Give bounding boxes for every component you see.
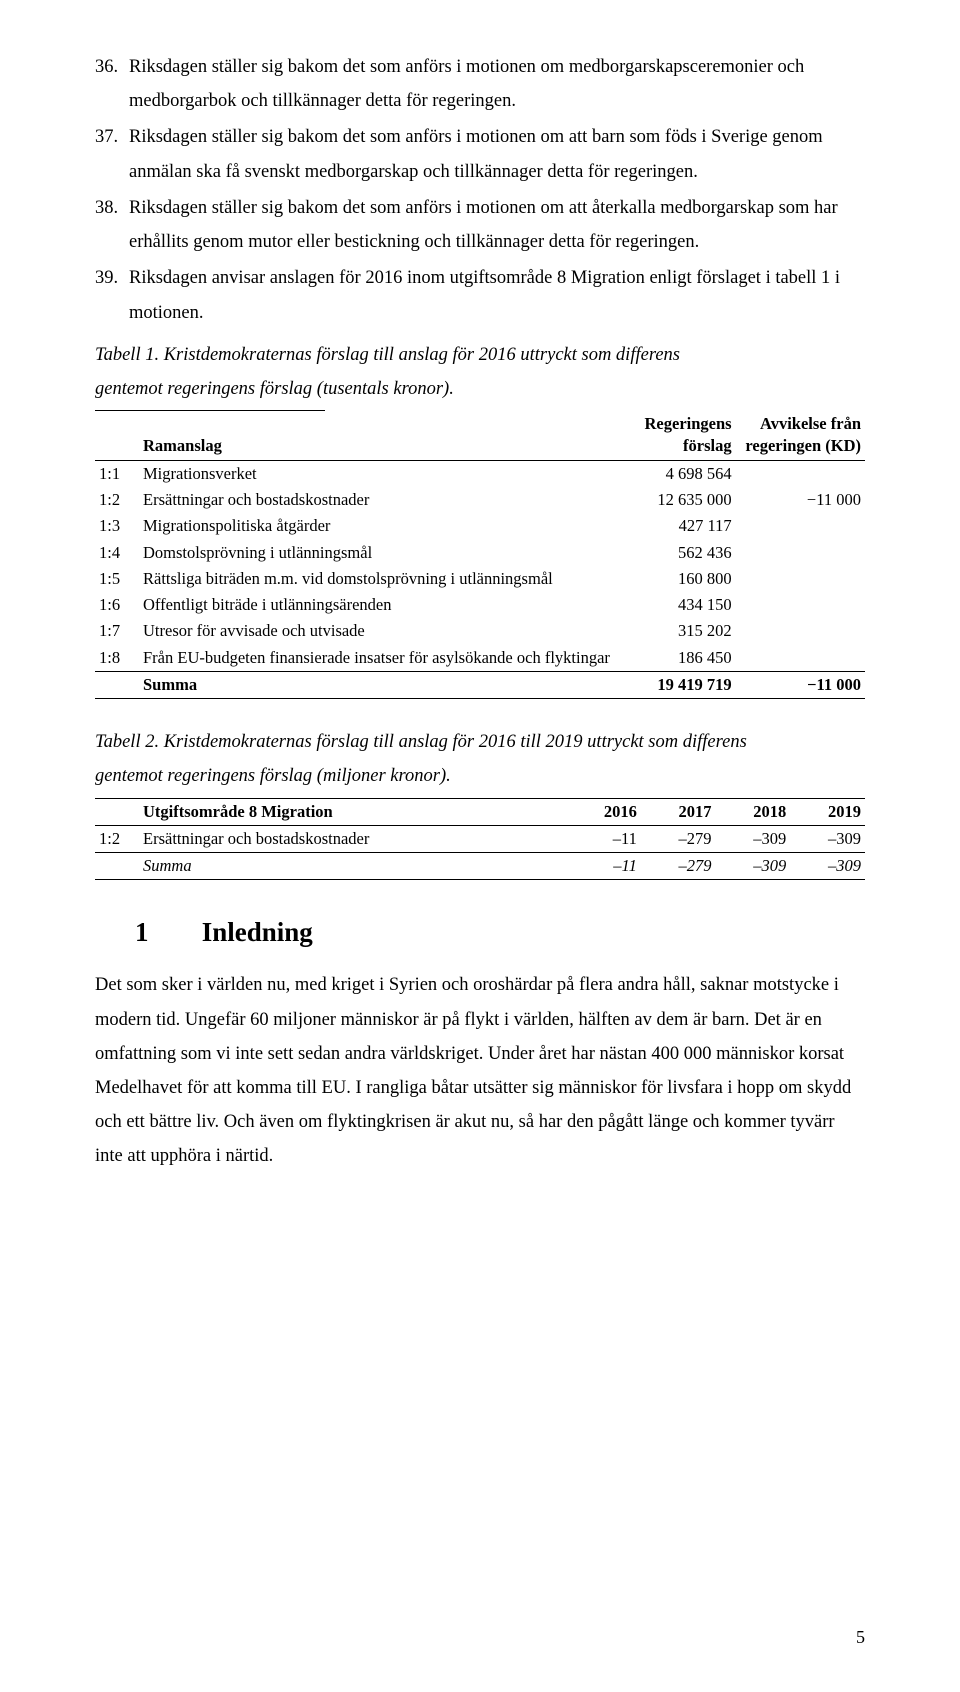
table-row: 1:2 Ersättningar och bostadskostnader 12… (95, 487, 865, 513)
budget-table-2: Utgiftsområde 8 Migration 2016 2017 2018… (95, 798, 865, 881)
row-label: Ersättningar och bostadskostnader (139, 825, 566, 852)
motion-item: 36. Riksdagen ställer sig bakom det som … (95, 50, 865, 118)
sum-dev: −11 000 (736, 671, 865, 698)
table1-sum-row: Summa 19 419 719 −11 000 (95, 671, 865, 698)
motion-text: Riksdagen ställer sig bakom det som anfö… (129, 120, 865, 188)
row-label: Migrationspolitiska åtgärder (139, 513, 636, 539)
section-heading: 1 Inledning (95, 908, 865, 958)
row-label: Rättsliga biträden m.m. vid domstolspröv… (139, 566, 636, 592)
row-reg: 4 698 564 (636, 460, 736, 487)
table2-header-area: Utgiftsområde 8 Migration (139, 798, 566, 825)
row-reg: 186 450 (636, 645, 736, 672)
table2-year-0: 2016 (566, 798, 641, 825)
motion-item: 39. Riksdagen anvisar anslagen för 2016 … (95, 261, 865, 329)
table1-caption: Tabell 1. Kristdemokraternas förslag til… (95, 338, 865, 406)
table1-blank-header (95, 411, 139, 460)
table1-header-regeringens: Regeringens förslag (636, 411, 736, 460)
row-dev (736, 618, 865, 644)
row-dev: −11 000 (736, 487, 865, 513)
sum-val-0: –11 (566, 853, 641, 880)
row-label: Ersättningar och bostadskostnader (139, 487, 636, 513)
row-code: 1:7 (95, 618, 139, 644)
table2-year-2: 2018 (716, 798, 791, 825)
row-code: 1:2 (95, 487, 139, 513)
row-reg: 562 436 (636, 540, 736, 566)
row-code: 1:3 (95, 513, 139, 539)
document-page: 36. Riksdagen ställer sig bakom det som … (0, 0, 960, 1692)
table1-header-ramanslag: Ramanslag (139, 411, 636, 460)
table-row: 1:4 Domstolsprövning i utlänningsmål 562… (95, 540, 865, 566)
table2-year-3: 2019 (790, 798, 865, 825)
row-code: 1:2 (95, 825, 139, 852)
row-val-2: –309 (716, 825, 791, 852)
table-row: 1:5 Rättsliga biträden m.m. vid domstols… (95, 566, 865, 592)
table-row: 1:6 Offentligt biträde i utlänningsärend… (95, 592, 865, 618)
row-val-1: –279 (641, 825, 716, 852)
section-title: Inledning (202, 917, 313, 947)
row-dev (736, 566, 865, 592)
motion-text: Riksdagen ställer sig bakom det som anfö… (129, 50, 865, 118)
table2-sum-row: Summa –11 –279 –309 –309 (95, 853, 865, 880)
table2-caption-line2: gentemot regeringens förslag (miljoner k… (95, 766, 451, 786)
motion-item: 37. Riksdagen ställer sig bakom det som … (95, 120, 865, 188)
table-row: 1:7 Utresor för avvisade och utvisade 31… (95, 618, 865, 644)
table1-caption-line1: Tabell 1. Kristdemokraternas förslag til… (95, 345, 680, 365)
sum-label: Summa (139, 853, 566, 880)
table2-caption: Tabell 2. Kristdemokraternas förslag til… (95, 725, 865, 793)
table-row: 1:1 Migrationsverket 4 698 564 (95, 460, 865, 487)
table-row: 1:3 Migrationspolitiska åtgärder 427 117 (95, 513, 865, 539)
header-reg-line2: förslag (683, 436, 732, 455)
sum-reg: 19 419 719 (636, 671, 736, 698)
header-avv-line1: Avvikelse från (760, 414, 861, 433)
row-label: Utresor för avvisade och utvisade (139, 618, 636, 644)
section-number: 1 (135, 908, 195, 958)
motion-text: Riksdagen anvisar anslagen för 2016 inom… (129, 261, 865, 329)
budget-table-1: Ramanslag Regeringens förslag Avvikelse … (95, 411, 865, 699)
row-label: Domstolsprövning i utlänningsmål (139, 540, 636, 566)
motion-number: 37. (95, 120, 129, 188)
row-code: 1:5 (95, 566, 139, 592)
table1-header-avvikelse: Avvikelse från regeringen (KD) (736, 411, 865, 460)
row-reg: 160 800 (636, 566, 736, 592)
motion-item: 38. Riksdagen ställer sig bakom det som … (95, 191, 865, 259)
motion-text: Riksdagen ställer sig bakom det som anfö… (129, 191, 865, 259)
table2-caption-line1: Tabell 2. Kristdemokraternas förslag til… (95, 732, 747, 752)
row-dev (736, 645, 865, 672)
section-body: Det som sker i världen nu, med kriget i … (95, 968, 865, 1173)
row-code: 1:4 (95, 540, 139, 566)
sum-val-1: –279 (641, 853, 716, 880)
header-avv-line2: regeringen (KD) (745, 436, 861, 455)
row-label: Migrationsverket (139, 460, 636, 487)
table2-blank-header (95, 798, 139, 825)
header-reg-line1: Regeringens (645, 414, 732, 433)
page-number: 5 (856, 1621, 865, 1654)
row-reg: 315 202 (636, 618, 736, 644)
sum-label: Summa (139, 671, 636, 698)
motion-number: 38. (95, 191, 129, 259)
motion-number: 39. (95, 261, 129, 329)
table1-caption-line2: gentemot regeringens förslag (tusentals … (95, 379, 454, 399)
row-reg: 427 117 (636, 513, 736, 539)
row-dev (736, 592, 865, 618)
sum-val-2: –309 (716, 853, 791, 880)
row-label: Från EU-budgeten finansierade insatser f… (139, 645, 636, 672)
table-row: 1:8 Från EU-budgeten finansierade insats… (95, 645, 865, 672)
row-dev (736, 513, 865, 539)
sum-val-3: –309 (790, 853, 865, 880)
row-label: Offentligt biträde i utlänningsärenden (139, 592, 636, 618)
row-val-3: –309 (790, 825, 865, 852)
row-code: 1:1 (95, 460, 139, 487)
row-val-0: –11 (566, 825, 641, 852)
row-reg: 434 150 (636, 592, 736, 618)
motion-number: 36. (95, 50, 129, 118)
table2-year-1: 2017 (641, 798, 716, 825)
row-reg: 12 635 000 (636, 487, 736, 513)
row-dev (736, 460, 865, 487)
row-code: 1:8 (95, 645, 139, 672)
row-code: 1:6 (95, 592, 139, 618)
table-row: 1:2 Ersättningar och bostadskostnader –1… (95, 825, 865, 852)
row-dev (736, 540, 865, 566)
